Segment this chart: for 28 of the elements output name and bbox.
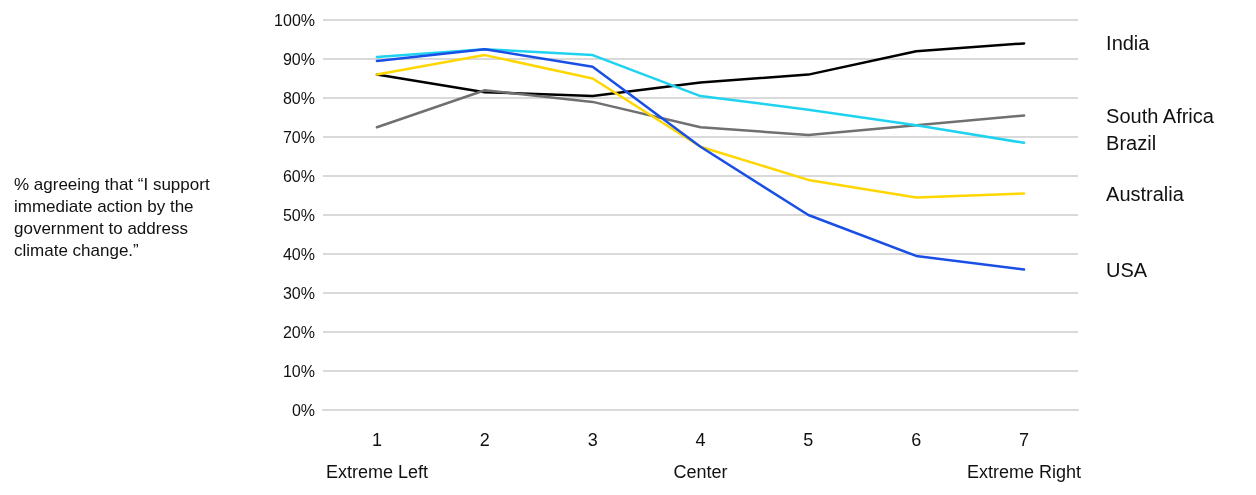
x-tick-label: 4 Center <box>673 430 728 482</box>
y-tick-label: 70% <box>282 128 315 146</box>
x-tick-label: 6 <box>911 430 922 450</box>
text: India <box>1106 32 1151 55</box>
y-tick-label: 60% <box>282 167 315 185</box>
y-tick-label: 80% <box>282 89 315 107</box>
x-tick-label: 1 Extreme Left <box>325 430 428 482</box>
y-tick-label: 90% <box>282 50 315 68</box>
y-tick-label: 100% <box>274 11 315 29</box>
y-tick-label: 40% <box>282 245 315 263</box>
text: Australia <box>1106 182 1185 205</box>
text: USA <box>1106 258 1148 281</box>
text: South Africa <box>1106 104 1215 127</box>
line-series <box>375 88 1026 137</box>
y-tick-label: 20% <box>282 323 315 341</box>
line-series <box>375 48 1026 271</box>
line-series <box>375 53 1026 199</box>
y-tick-label: 0% <box>291 401 315 419</box>
y-tick-label: 10% <box>282 362 315 380</box>
text: Brazil <box>1106 131 1157 154</box>
y-tick-label: 50% <box>282 206 315 224</box>
x-tick-label: 3 <box>587 430 598 450</box>
line-series <box>375 48 1026 145</box>
y-tick-label: 30% <box>282 284 315 302</box>
x-tick-label: 5 <box>803 430 814 450</box>
x-tick-label: 2 <box>479 430 490 450</box>
y-axis-title: % agreeing that “I support immediate action by the government to address climate change.” <box>14 174 215 260</box>
x-tick-label: 7 Extreme Right <box>967 430 1082 482</box>
